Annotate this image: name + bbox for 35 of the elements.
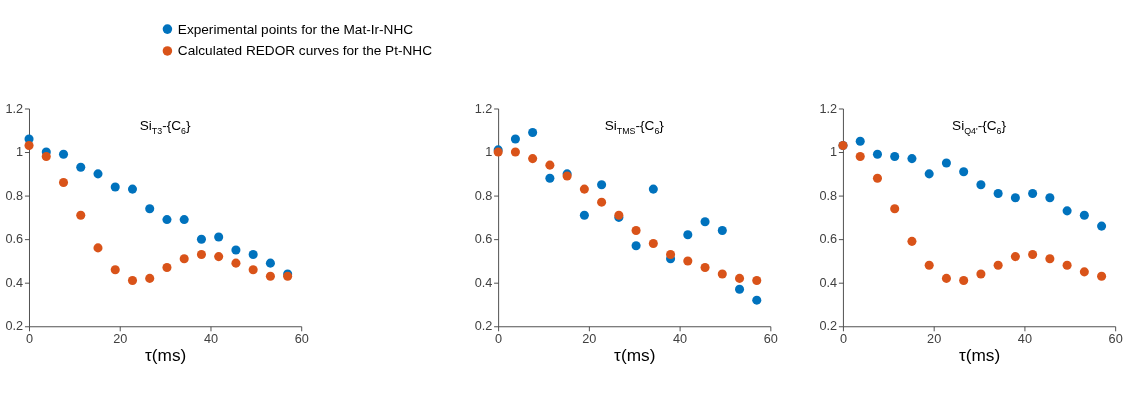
y-tick-label: 1: [16, 145, 24, 160]
y-tick-label: 0.2: [5, 319, 24, 334]
y-tick-label: 1: [485, 145, 493, 160]
legend-label: Experimental points for the Mat-Ir-NHC: [177, 21, 414, 37]
x-tick-label: 60: [294, 332, 309, 347]
y-tick-label: 0.4: [474, 275, 493, 290]
x-axis-title: τ(ms): [614, 345, 656, 366]
x-tick-label: 40: [203, 332, 219, 347]
y-tick-label: 0.4: [5, 275, 24, 290]
x-tick-label: 0: [25, 332, 34, 347]
y-tick-label: 0.6: [474, 232, 493, 247]
y-tick-label: 0.6: [819, 232, 838, 247]
x-tick-label: 60: [1108, 332, 1123, 347]
y-tick-label: 1.2: [474, 101, 493, 116]
x-tick-label: 40: [1017, 332, 1032, 347]
y-tick-label: 0.8: [5, 188, 24, 203]
x-tick-label: 20: [927, 332, 942, 347]
legend-label: Calculated REDOR curves for the Pt-NHC: [177, 43, 433, 59]
x-tick-label: 20: [582, 332, 597, 347]
x-tick-label: 20: [113, 332, 128, 347]
y-tick-label: 0.2: [819, 319, 838, 334]
y-tick-label: 0.8: [819, 188, 838, 203]
y-tick-label: 0.4: [819, 275, 838, 290]
x-tick-label: 0: [495, 332, 503, 347]
x-tick-label: 60: [763, 332, 778, 347]
y-tick-label: 0.6: [5, 232, 24, 247]
x-axis-title: τ(ms): [144, 345, 187, 366]
y-tick-label: 0.8: [474, 188, 493, 203]
y-tick-label: 1.2: [819, 101, 838, 116]
x-tick-label: 0: [839, 332, 847, 347]
y-tick-label: 0.2: [474, 319, 493, 334]
y-tick-label: 1.2: [5, 101, 24, 116]
x-tick-label: 40: [673, 332, 688, 347]
y-tick-label: 1: [830, 145, 838, 160]
x-axis-title: τ(ms): [958, 345, 1001, 366]
